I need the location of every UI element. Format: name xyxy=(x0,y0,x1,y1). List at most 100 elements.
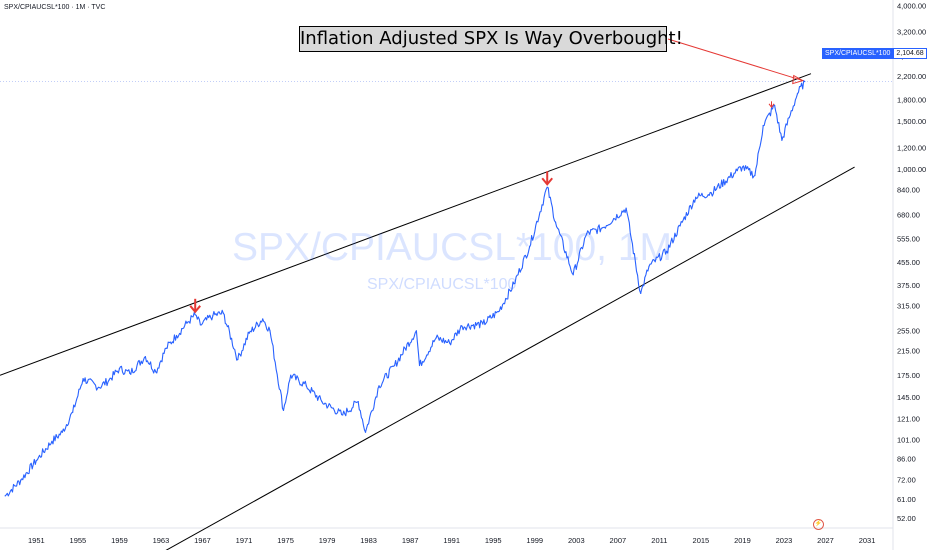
data-point xyxy=(762,124,764,127)
watermark-main: SPX/CPIAUCSL*100, 1M xyxy=(232,226,673,269)
watermark-sub: SPX/CPIAUCSL*100 xyxy=(367,276,517,293)
annotation-box[interactable]: Inflation Adjusted SPX Is Way Overbought… xyxy=(299,26,683,52)
x-tick-label: 2011 xyxy=(651,536,667,545)
data-point xyxy=(144,355,146,358)
peak-arrow-icon xyxy=(768,101,775,109)
data-point xyxy=(321,401,323,403)
y-tick-label: 4,000.00 xyxy=(897,1,926,10)
x-tick-label: 1959 xyxy=(111,536,128,545)
data-point xyxy=(418,364,421,367)
y-tick-label: 145.00 xyxy=(897,393,920,402)
x-tick-label: 2003 xyxy=(568,536,585,545)
peak-arrow-icon xyxy=(541,171,553,186)
x-tick-label: 1963 xyxy=(153,536,170,545)
x-tick-label: 1999 xyxy=(526,536,543,545)
data-point xyxy=(305,385,307,387)
x-tick-label: 1979 xyxy=(319,536,336,545)
data-point xyxy=(212,315,214,317)
data-point xyxy=(175,334,178,337)
data-point xyxy=(546,186,548,188)
callout-arrow xyxy=(667,38,803,82)
y-tick-label: 255.00 xyxy=(897,326,920,335)
data-point xyxy=(72,411,74,413)
data-point xyxy=(695,196,697,198)
y-tick-label: 86.00 xyxy=(897,455,916,464)
x-tick-label: 1983 xyxy=(360,536,377,545)
data-point xyxy=(601,227,603,229)
data-point xyxy=(449,342,451,344)
data-point xyxy=(393,364,396,367)
x-tick-label: 2027 xyxy=(817,536,834,545)
data-point xyxy=(290,374,292,376)
data-point xyxy=(461,325,463,327)
data-point xyxy=(186,322,188,324)
x-tick-label: 2007 xyxy=(609,536,626,545)
data-point xyxy=(736,170,738,172)
data-point xyxy=(20,479,22,481)
data-point xyxy=(497,311,500,313)
y-tick-label: 1,000.00 xyxy=(897,165,926,174)
peak-arrow-head xyxy=(768,103,775,109)
data-point xyxy=(222,312,224,314)
data-point xyxy=(754,174,756,177)
y-tick-label: 72.00 xyxy=(897,476,916,485)
data-point xyxy=(194,314,196,316)
last-price-tag: SPX/CPIAUCSL*100 2,104.68 xyxy=(822,48,927,59)
x-tick-label: 2019 xyxy=(734,536,751,545)
data-point xyxy=(741,166,744,168)
y-tick-label: 175.00 xyxy=(897,371,920,380)
data-point xyxy=(482,323,484,325)
tradingview-logo-icon[interactable]: ⚡ xyxy=(813,519,824,530)
y-tick-label: 555.00 xyxy=(897,234,920,243)
data-point xyxy=(61,431,63,433)
x-axis[interactable]: 1951 1955 1959 1963 1967 1971 1975 1979 1983 1987… xyxy=(28,536,875,545)
x-tick-label: 1967 xyxy=(194,536,211,545)
y-tick-label: 455.00 xyxy=(897,258,920,267)
series-line xyxy=(4,80,806,497)
x-tick-label: 1971 xyxy=(236,536,253,545)
y-axis[interactable]: 52.00 61.00 72.00 86.00 101.00 121.00 145.00 17… xyxy=(897,1,926,523)
x-tick-label: 1975 xyxy=(277,536,294,545)
y-tick-label: 840.00 xyxy=(897,186,920,195)
y-tick-label: 315.00 xyxy=(897,301,920,310)
callout-arrowhead xyxy=(792,74,805,85)
x-tick-label: 2023 xyxy=(776,536,793,545)
y-tick-label: 1,800.00 xyxy=(897,96,926,105)
data-point xyxy=(269,330,271,332)
data-point xyxy=(82,378,84,380)
data-point xyxy=(165,347,167,349)
data-point xyxy=(4,495,6,497)
y-tick-label: 121.00 xyxy=(897,414,920,423)
peak-arrow-head xyxy=(189,305,201,314)
data-point xyxy=(513,283,515,285)
data-point xyxy=(248,332,250,334)
data-point xyxy=(51,440,53,442)
data-point xyxy=(586,233,588,235)
peak-arrow-head xyxy=(541,177,553,186)
data-point xyxy=(572,274,574,276)
data-point xyxy=(237,358,239,361)
data-point xyxy=(679,225,681,227)
x-tick-label: 1991 xyxy=(443,536,460,545)
y-tick-label: 215.00 xyxy=(897,346,920,355)
data-point xyxy=(781,139,783,141)
y-tick-label: 1,500.00 xyxy=(897,117,926,126)
y-tick-label: 3,200.00 xyxy=(897,28,926,37)
x-tick-label: 2031 xyxy=(859,536,876,545)
data-point xyxy=(282,409,285,411)
data-point xyxy=(155,371,157,373)
data-point xyxy=(199,324,202,326)
price-tag-value: 2,104.68 xyxy=(893,48,927,59)
y-tick-label: 1,200.00 xyxy=(897,143,926,152)
data-point xyxy=(342,414,344,416)
data-point xyxy=(774,104,776,107)
y-tick-label: 61.00 xyxy=(897,495,916,504)
data-point xyxy=(262,318,264,320)
x-tick-label: 1951 xyxy=(28,536,45,545)
data-point xyxy=(804,80,806,83)
data-point xyxy=(625,207,627,209)
peak-arrow-icon xyxy=(189,298,201,314)
x-tick-label: 1995 xyxy=(485,536,502,545)
